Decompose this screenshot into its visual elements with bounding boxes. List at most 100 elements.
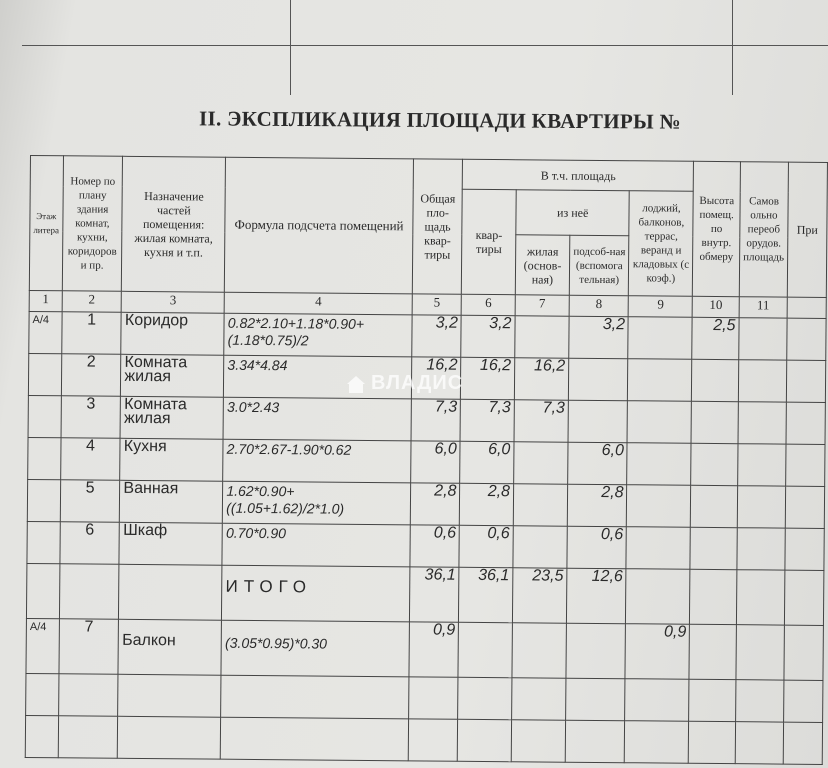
room-formula: 0.70*0.90 xyxy=(222,523,411,567)
room-name: Кухня xyxy=(120,438,224,482)
col-number: 11 xyxy=(739,296,788,319)
room-extra xyxy=(737,443,786,487)
col-number: 4 xyxy=(224,292,413,315)
room-total-area: 3,2 xyxy=(411,315,462,358)
notes-cell xyxy=(785,402,826,445)
room-living-area: 16,2 xyxy=(514,357,569,401)
room-number: 5 xyxy=(60,479,121,523)
room-loggia-area xyxy=(627,400,692,444)
room-height xyxy=(690,485,738,528)
room-formula: 1.62*0.90+((1.05+1.62)/2*1.0) xyxy=(222,481,411,525)
total-label: ИТОГО xyxy=(221,565,410,622)
header-of-which: из неё xyxy=(515,189,630,236)
room-loggia-area xyxy=(628,316,693,360)
table-row: 6 Шкаф 0.70*0.90 0,6 0,6 0,6 xyxy=(26,521,825,571)
room-apartment-area: 16,2 xyxy=(460,357,515,400)
room-formula: 0.82*2.10+1.18*0.90+(1.18*0.75)/2 xyxy=(224,313,413,357)
notes-cell xyxy=(786,318,827,361)
room-number: 2 xyxy=(61,354,122,397)
header-unauthorized-area: Самов ольно переоб орудов. площадь xyxy=(739,161,789,298)
room-apartment-area: 3,2 xyxy=(461,315,516,358)
header-auxiliary: подсоб-ная (вспомога тельная) xyxy=(569,235,630,296)
floor-cell: А/4 xyxy=(28,311,62,354)
room-total-area: 6,0 xyxy=(410,441,461,484)
grid-line xyxy=(732,0,733,95)
floor-cell xyxy=(27,479,61,522)
room-number: 7 xyxy=(58,618,119,675)
header-notes: При xyxy=(787,162,828,298)
room-name: Коридор xyxy=(121,312,225,356)
header-loggias: лоджий, балконов, террас, веранд и кладо… xyxy=(628,190,694,297)
room-auxiliary-area: 3,2 xyxy=(568,316,629,359)
col-number: 9 xyxy=(628,295,693,318)
previous-table-fragment xyxy=(22,0,828,95)
watermark: ВЛАДИС xyxy=(345,372,463,395)
room-apartment-area: 2,8 xyxy=(459,483,514,526)
notes-cell xyxy=(785,486,825,529)
room-formula: 2.70*2.67-1.90*0.62 xyxy=(222,439,412,483)
total-living: 23,5 xyxy=(512,567,567,624)
room-auxiliary-area xyxy=(568,400,628,443)
room-name: Комната жилая xyxy=(120,354,225,398)
grid-line xyxy=(290,0,291,95)
room-extra xyxy=(737,485,786,529)
room-extra xyxy=(736,527,786,571)
header-including-area: В т.ч. площадь xyxy=(462,159,694,192)
floor-cell xyxy=(26,521,61,564)
room-height: 2,5 xyxy=(692,317,740,360)
col-number: 1 xyxy=(29,290,63,312)
page-title: II. ЭКСПЛИКАЦИЯ ПЛОЩАДИ КВАРТИРЫ № xyxy=(199,106,681,134)
notes-cell xyxy=(786,360,826,403)
room-number: 6 xyxy=(59,521,120,565)
room-extra xyxy=(738,359,787,403)
col-number xyxy=(787,297,827,319)
room-living-area xyxy=(512,525,568,569)
header-formula: Формула подсчета помещений xyxy=(224,157,414,294)
room-height xyxy=(691,359,739,402)
header-room-number: Номер по плану здания комнат, кухни, кор… xyxy=(62,155,123,292)
room-loggia-area xyxy=(626,484,692,528)
room-formula: (3.05*0.95)*0.30 xyxy=(221,620,410,677)
room-apartment-area: 6,0 xyxy=(460,441,514,484)
room-loggia-area xyxy=(627,358,693,402)
room-total-area: 2,8 xyxy=(410,483,461,526)
total-row: ИТОГО 36,1 36,1 23,5 12,6 xyxy=(26,563,824,626)
room-auxiliary-area: 2,8 xyxy=(567,484,628,527)
col-number: 5 xyxy=(412,293,462,316)
room-name: Балкон xyxy=(118,619,222,676)
header-living: жилая (основ-ная) xyxy=(515,234,570,296)
room-loggia-area xyxy=(626,526,691,570)
col-number: 7 xyxy=(515,294,570,317)
header-purpose: Назначение частей помещения: жилая комна… xyxy=(121,156,226,293)
room-number: 1 xyxy=(61,312,122,355)
header-height: Высота помещ. по внутр. обмеру xyxy=(692,161,741,297)
room-height xyxy=(691,401,739,444)
room-living-area xyxy=(513,441,569,485)
total-area: 36,1 xyxy=(409,566,460,623)
room-number: 3 xyxy=(60,396,121,439)
header-total-area: Общая пло-щадь квар-тиры xyxy=(412,158,463,295)
balcony-row: А/4 7 Балкон (3.05*0.95)*0.30 0,9 0,9 xyxy=(25,618,824,681)
room-total-area: 0,9 xyxy=(409,622,459,678)
room-height xyxy=(691,443,738,486)
room-living-area xyxy=(514,315,570,359)
explication-table: Этаж литера Номер по плану здания комнат… xyxy=(25,155,828,765)
room-number: 4 xyxy=(60,438,121,481)
room-apartment-area: 0,6 xyxy=(459,525,514,568)
header-floor: Этаж литера xyxy=(29,155,64,291)
room-total-area: 0,6 xyxy=(409,525,460,568)
col-number: 3 xyxy=(121,291,225,314)
room-extra xyxy=(738,317,788,361)
col-number: 6 xyxy=(461,294,516,316)
room-loggia-area: 0,9 xyxy=(625,624,690,680)
header-apartment-area: квар-тиры xyxy=(461,189,517,295)
room-auxiliary-area xyxy=(568,358,629,401)
room-auxiliary-area: 6,0 xyxy=(567,442,628,485)
floor-cell xyxy=(28,353,62,396)
room-name: Шкаф xyxy=(119,522,223,566)
room-extra xyxy=(737,401,787,445)
room-height xyxy=(690,527,738,570)
room-total-area: 7,3 xyxy=(411,399,461,442)
room-name: Ванная xyxy=(119,480,223,524)
room-living-area: 7,3 xyxy=(513,399,569,443)
